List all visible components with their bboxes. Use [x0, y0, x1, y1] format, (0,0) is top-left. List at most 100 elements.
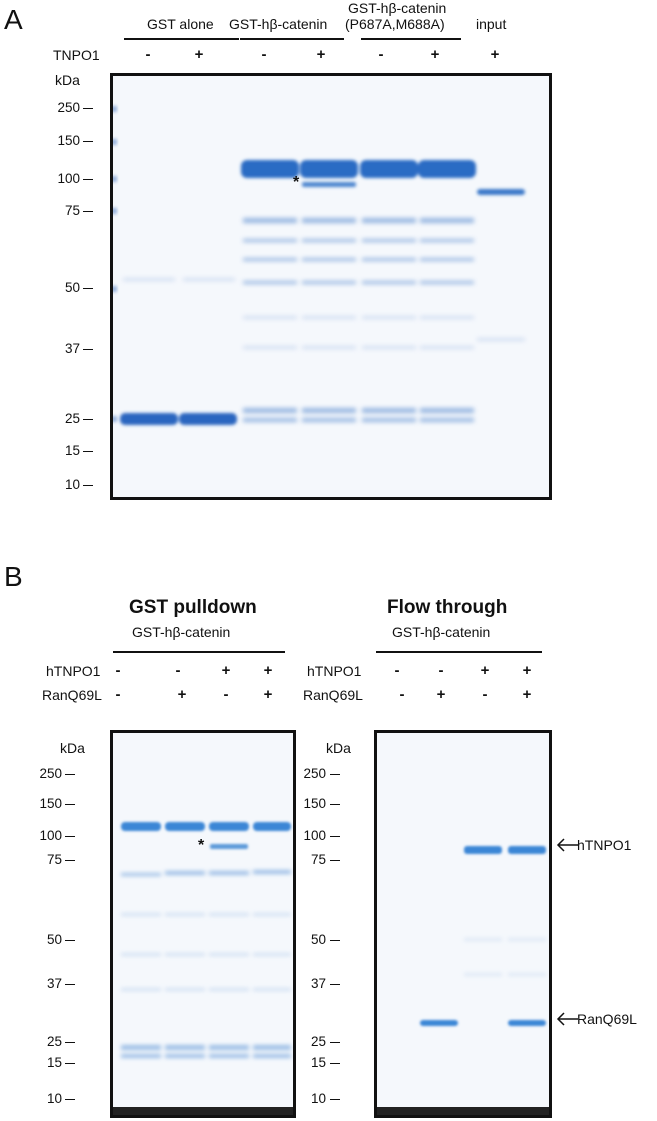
mw-left-150: 150 [39, 796, 62, 811]
left-row2-sign-2: + [177, 686, 187, 703]
tick-left-50 [65, 940, 75, 941]
group-label-gst-catenin-mutant: GST-hβ-catenin [348, 0, 447, 16]
tick-25 [83, 419, 93, 420]
panel-letter-b: B [4, 561, 23, 592]
tick-10 [83, 485, 93, 486]
arrow-left-icon [556, 1012, 578, 1026]
mw-75: 75 [64, 203, 80, 218]
group-bar-mutant [361, 38, 461, 40]
right-row1-sign-2: - [438, 662, 444, 679]
mw-right-250: 250 [303, 766, 326, 781]
tick-right-75 [330, 860, 340, 861]
left-row1-sign-3: + [221, 662, 231, 679]
group-bar-left [113, 651, 285, 653]
group-label-gst-catenin: GST-hβ-catenin [229, 16, 328, 32]
tick-right-100 [330, 836, 340, 837]
mw-right-25: 25 [310, 1034, 326, 1049]
mw-100: 100 [57, 171, 80, 186]
tick-right-37 [330, 984, 340, 985]
mw-250: 250 [57, 100, 80, 115]
mw-left-75: 75 [46, 852, 62, 867]
row-label-ranq69l-left: RanQ69L [42, 687, 102, 703]
tick-left-37 [65, 984, 75, 985]
mw-right-150: 150 [303, 796, 326, 811]
right-row2-sign-4: + [522, 686, 532, 703]
tick-75 [83, 211, 93, 212]
group-label-left: GST-hβ-catenin [132, 624, 231, 640]
left-row2-sign-1: - [115, 686, 121, 703]
sign-lane-4: + [316, 46, 326, 63]
group-bar-right [376, 651, 542, 653]
mw-right-37: 37 [310, 976, 326, 991]
sign-lane-5: - [378, 46, 384, 63]
gel-image-b-left [110, 730, 296, 1118]
mw-15: 15 [64, 443, 80, 458]
sign-lane-1: - [145, 46, 151, 63]
mw-right-15: 15 [310, 1055, 326, 1070]
heading-gst-pulldown: GST pulldown [129, 597, 257, 618]
left-row1-sign-4: + [263, 662, 273, 679]
arrow-label-ranq69l: RanQ69L [577, 1011, 637, 1027]
left-row2-sign-3: - [223, 686, 229, 703]
right-row2-sign-2: + [436, 686, 446, 703]
mw-150: 150 [57, 133, 80, 148]
mw-left-100: 100 [39, 828, 62, 843]
group-label-gst-alone: GST alone [147, 16, 214, 32]
group-label-input: input [476, 16, 507, 32]
tick-right-15 [330, 1063, 340, 1064]
tick-left-10 [65, 1099, 75, 1100]
tick-left-75 [65, 860, 75, 861]
panel-letter-a: A [4, 4, 23, 35]
mw-right-10: 10 [310, 1091, 326, 1106]
gel-image-b-right [374, 730, 552, 1118]
gel-svg-b-right [377, 846, 549, 1115]
group-label-right: GST-hβ-catenin [392, 624, 491, 640]
mw-25: 25 [64, 411, 80, 426]
right-row1-sign-3: + [480, 662, 490, 679]
tick-right-250 [330, 774, 340, 775]
tick-right-10 [330, 1099, 340, 1100]
asterisk-tnpo1-b: * [198, 837, 205, 854]
heading-flow-through: Flow through [387, 597, 508, 618]
tick-150 [83, 141, 93, 142]
asterisk-tnpo1-a: * [293, 174, 300, 191]
group-label-mutant-name: (P687A,M688A) [345, 16, 445, 32]
tick-left-250 [65, 774, 75, 775]
row-label-ranq69l-right: RanQ69L [303, 687, 363, 703]
sign-lane-2: + [194, 46, 204, 63]
tick-50 [83, 288, 93, 289]
left-row2-sign-4: + [263, 686, 273, 703]
tick-right-50 [330, 940, 340, 941]
mw-right-100: 100 [303, 828, 326, 843]
arrow-left-icon [556, 838, 578, 852]
mw-left-25: 25 [46, 1034, 62, 1049]
kda-label-b-left: kDa [60, 740, 85, 756]
mw-left-15: 15 [46, 1055, 62, 1070]
tick-100 [83, 179, 93, 180]
tick-left-15 [65, 1063, 75, 1064]
group-bar-gst-alone [124, 38, 239, 40]
mw-left-10: 10 [46, 1091, 62, 1106]
sign-lane-6: + [430, 46, 440, 63]
left-row1-sign-2: - [175, 662, 181, 679]
right-row2-sign-1: - [399, 686, 405, 703]
tick-left-25 [65, 1042, 75, 1043]
row-label-tnpo1: TNPO1 [53, 47, 100, 63]
tick-37 [83, 349, 93, 350]
mw-right-50: 50 [310, 932, 326, 947]
tick-left-150 [65, 804, 75, 805]
kda-label-a: kDa [55, 72, 80, 88]
gel-image-a [110, 73, 552, 500]
kda-label-b-right: kDa [326, 740, 351, 756]
tick-right-25 [330, 1042, 340, 1043]
tick-right-150 [330, 804, 340, 805]
mw-37: 37 [64, 341, 80, 356]
group-bar-gst-catenin [240, 38, 344, 40]
sign-lane-3: - [261, 46, 267, 63]
tick-15 [83, 451, 93, 452]
mw-left-37: 37 [46, 976, 62, 991]
tick-250 [83, 108, 93, 109]
right-row2-sign-3: - [482, 686, 488, 703]
mw-left-50: 50 [46, 932, 62, 947]
tick-left-100 [65, 836, 75, 837]
